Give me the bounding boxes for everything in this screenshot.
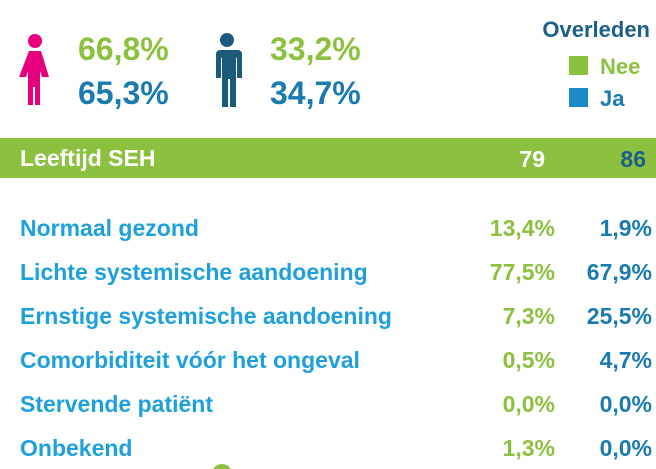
legend-swatch (569, 56, 588, 75)
row-label: Stervende patiënt (20, 391, 213, 417)
legend-title: Overleden (542, 17, 650, 42)
decoration-dot (213, 464, 231, 469)
row-label: Comorbiditeit vóór het ongeval (20, 347, 360, 373)
row-nee: 0,0% (503, 391, 555, 417)
age-bar (0, 138, 656, 178)
legend-swatch (569, 88, 588, 107)
row-ja: 67,9% (587, 259, 652, 285)
row-nee: 0,5% (503, 347, 555, 373)
legend-item: Ja (600, 86, 625, 111)
age-label: Leeftijd SEH (20, 145, 155, 171)
male-icon (216, 33, 242, 107)
row-label: Onbekend (20, 435, 132, 461)
row-label: Normaal gezond (20, 215, 199, 241)
female-nee: 66,8% (78, 31, 169, 67)
row-nee: 1,3% (503, 435, 555, 461)
male-ja: 34,7% (270, 75, 361, 111)
row-ja: 0,0% (600, 391, 652, 417)
male-nee: 33,2% (270, 31, 361, 67)
row-ja: 4,7% (600, 347, 652, 373)
row-label: Ernstige systemische aandoening (20, 303, 392, 329)
row-ja: 1,9% (600, 215, 652, 241)
legend-item: Nee (600, 54, 640, 79)
row-nee: 77,5% (490, 259, 555, 285)
row-ja: 25,5% (587, 303, 652, 329)
age-ja: 86 (620, 146, 646, 172)
row-nee: 7,3% (503, 303, 555, 329)
female-icon (19, 34, 49, 105)
row-label: Lichte systemische aandoening (20, 259, 368, 285)
age-nee: 79 (519, 146, 545, 172)
row-nee: 13,4% (490, 215, 555, 241)
row-ja: 0,0% (600, 435, 652, 461)
table: Normaal gezond 13,4% 1,9% Lichte systemisch… (20, 215, 652, 461)
female-ja: 65,3% (78, 75, 169, 111)
